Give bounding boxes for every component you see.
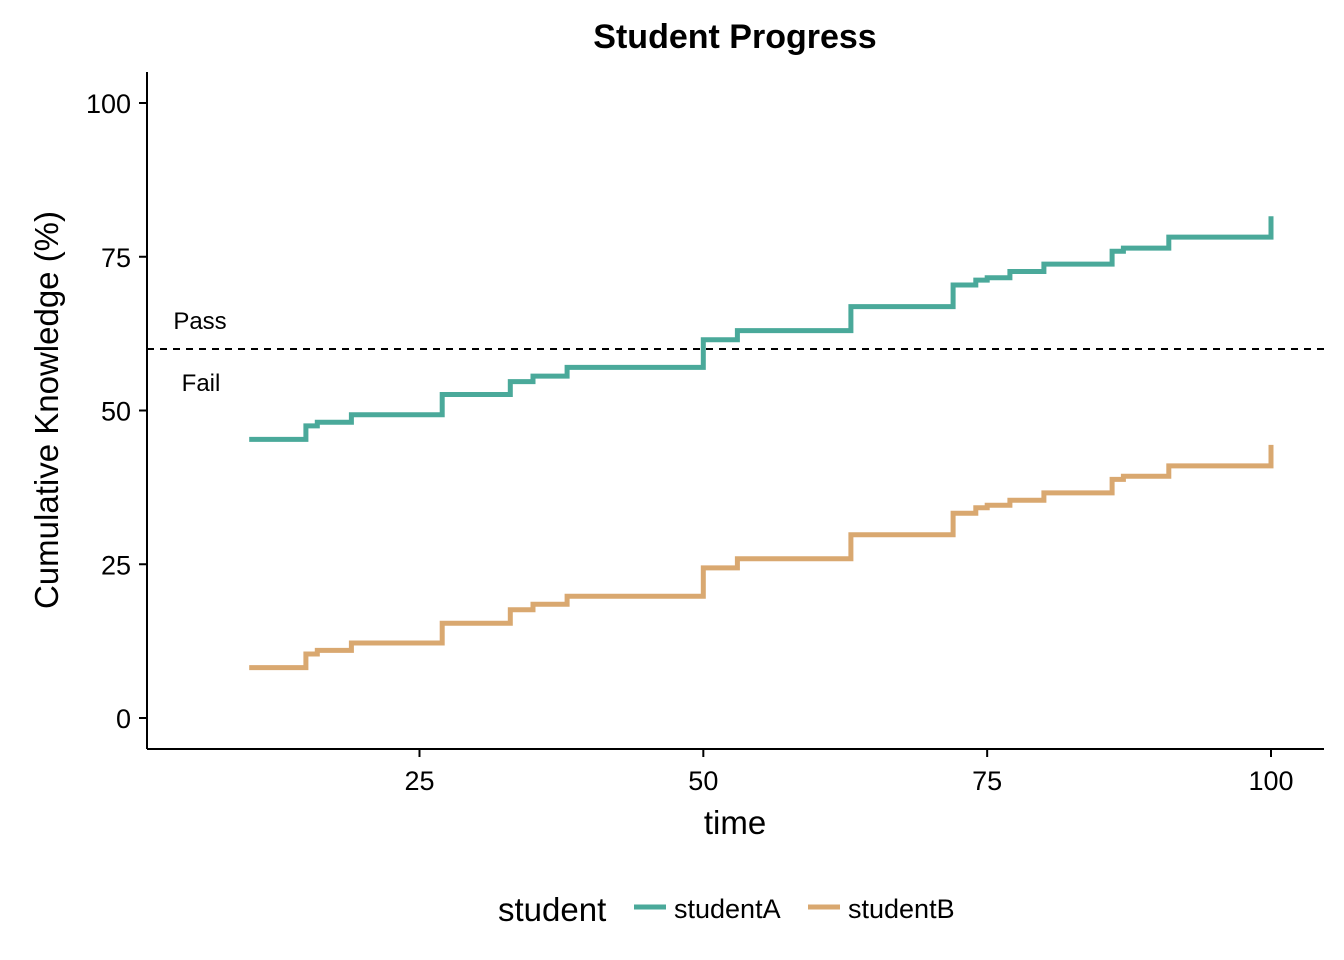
x-axis-title: time <box>704 804 766 841</box>
x-tick-label: 75 <box>972 766 1002 796</box>
legend: student studentA studentB <box>498 891 955 928</box>
x-tick-label: 25 <box>404 766 434 796</box>
y-axis-title: Cumulative Knowledge (%) <box>28 211 65 609</box>
y-tick-label: 50 <box>101 397 131 427</box>
legend-title: student <box>498 891 606 928</box>
x-tick-label: 50 <box>688 766 718 796</box>
plot-area: 0 25 50 75 100 25 50 75 100 Pass Fail <box>86 72 1324 796</box>
y-tick-label: 75 <box>101 243 131 273</box>
fail-label: Fail <box>182 370 221 397</box>
series-group <box>249 216 1274 671</box>
series-line-studentB <box>249 444 1274 671</box>
y-tick-label: 25 <box>101 550 131 580</box>
pass-label: Pass <box>173 308 226 335</box>
x-tick-label: 100 <box>1248 766 1293 796</box>
y-tick-label: 0 <box>116 704 131 734</box>
chart-title: Student Progress <box>593 18 876 56</box>
x-ticks: 25 50 75 100 <box>404 749 1294 796</box>
series-line-studentA <box>249 216 1274 442</box>
y-ticks: 0 25 50 75 100 <box>86 89 147 734</box>
y-tick-label: 100 <box>86 89 131 119</box>
legend-label-studentB: studentB <box>848 894 955 924</box>
legend-label-studentA: studentA <box>674 894 781 924</box>
